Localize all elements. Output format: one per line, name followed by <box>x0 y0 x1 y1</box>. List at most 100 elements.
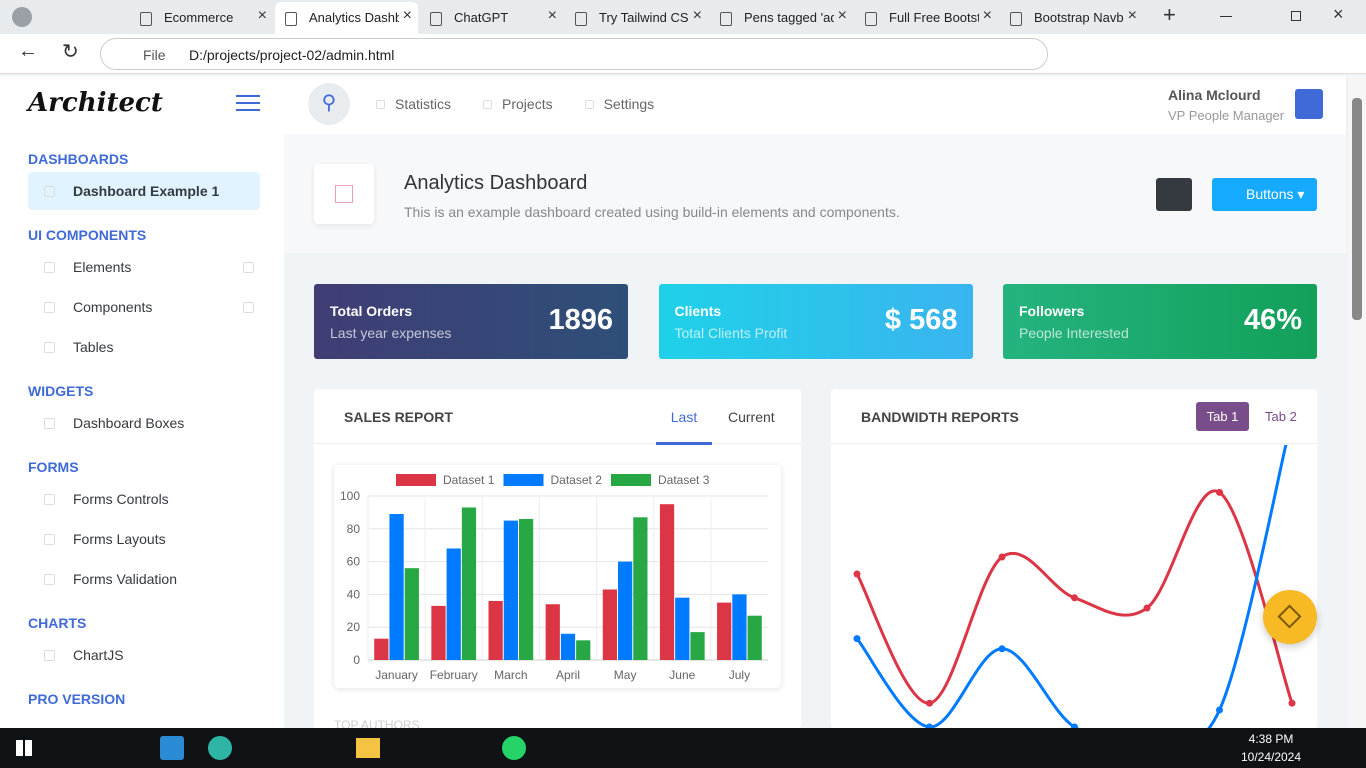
stat-title: Followers <box>1019 303 1085 319</box>
legend-swatch <box>611 474 651 486</box>
dark-button[interactable] <box>1156 178 1192 211</box>
point <box>1288 699 1296 707</box>
scrollbar <box>1348 76 1366 728</box>
menu-item[interactable]: Components <box>28 288 260 326</box>
menu-item[interactable]: Tables <box>28 328 260 366</box>
menu-item-active[interactable]: Dashboard Example 1 <box>28 172 260 210</box>
tab-close[interactable]: × <box>692 7 702 24</box>
menu-item[interactable]: Forms Validation <box>28 560 260 598</box>
legend-label: Dataset 2 <box>551 473 603 487</box>
card-title: SALES REPORT <box>344 409 453 425</box>
menu-toggle[interactable] <box>236 95 260 111</box>
x-tick-label: May <box>614 668 637 682</box>
start[interactable] <box>16 740 32 756</box>
menu-label: Forms Validation <box>73 571 178 587</box>
y-tick-label: 60 <box>347 555 361 569</box>
nav-label: Settings <box>603 96 655 112</box>
menu-item[interactable]: Dashboard Boxes <box>28 404 260 442</box>
point <box>1216 706 1223 714</box>
tab-close[interactable]: × <box>547 7 557 24</box>
x-tick-label: June <box>669 668 695 682</box>
subtitle: This is an example dashboard created usi… <box>404 204 900 220</box>
tab-close[interactable]: × <box>402 7 412 24</box>
tab-title: Bootstrap Navb <box>1034 10 1124 25</box>
tab-title: Ecommerce <box>164 10 234 25</box>
bar <box>461 507 477 660</box>
user-name: Alina Mclourd <box>1168 87 1261 103</box>
buttons-dropdown[interactable]: Buttons ▾ <box>1212 178 1317 211</box>
nav-item[interactable]: Statistics <box>376 96 451 112</box>
bar <box>602 589 618 660</box>
tab[interactable]: Try Tailwind CSS × <box>565 2 708 34</box>
legend-swatch <box>396 474 436 486</box>
tab[interactable]: Full Free Bootst × <box>855 2 998 34</box>
legend-label: Dataset 1 <box>443 473 495 487</box>
tab[interactable]: Pens tagged 'ad × <box>710 2 853 34</box>
point <box>853 570 861 578</box>
chart-box: 0 20 40 60 80 100 January February March April May… <box>334 465 781 688</box>
reload[interactable]: ↻ <box>62 41 79 63</box>
tab-active[interactable]: Last <box>656 409 712 445</box>
bar <box>675 597 690 660</box>
menu-icon <box>44 573 55 585</box>
legend-label: Dataset 3 <box>658 473 710 487</box>
url-box[interactable]: File D:/projects/project-02/admin.html <box>100 38 1048 70</box>
maximize[interactable] <box>1291 11 1301 21</box>
minimize[interactable] <box>1220 16 1232 17</box>
tab[interactable]: Ecommerce × <box>130 2 273 34</box>
whatsapp[interactable] <box>502 736 526 760</box>
tab[interactable]: Current <box>728 409 775 425</box>
search[interactable]: ⚲ <box>308 83 350 125</box>
menu-item[interactable]: ChartJS <box>28 636 260 674</box>
tab-title: ChatGPT <box>454 10 509 25</box>
close[interactable]: × <box>1333 4 1344 24</box>
nav-item[interactable]: Projects <box>483 96 553 112</box>
menu-label: Tables <box>73 339 114 355</box>
tab-active[interactable]: Tab 1 <box>1196 402 1249 431</box>
profile-icon[interactable] <box>12 7 32 27</box>
button-label: Buttons <box>1246 186 1294 202</box>
tab-close[interactable]: × <box>982 7 992 24</box>
stat-value: 1896 <box>548 304 613 336</box>
menu-item[interactable]: Forms Controls <box>28 480 260 518</box>
user-button[interactable] <box>1295 89 1323 119</box>
menu-label: ChartJS <box>73 647 124 663</box>
card-title: BANDWIDTH REPORTS <box>861 409 1019 425</box>
address-label: File <box>143 47 166 63</box>
menu-label: Forms Controls <box>73 491 169 507</box>
menu-label: Components <box>73 299 153 315</box>
card-header <box>831 389 1317 444</box>
address-bar: ← ↻ File D:/projects/project-02/admin.ht… <box>0 34 1366 74</box>
nav-item[interactable]: Settings <box>584 96 655 112</box>
tab[interactable]: Tab 2 <box>1265 409 1297 424</box>
menu-item[interactable]: Elements <box>28 248 260 286</box>
back[interactable]: ← <box>18 40 38 62</box>
bar <box>732 594 747 660</box>
point <box>1143 604 1151 612</box>
line-chart <box>853 445 1296 729</box>
vscode[interactable] <box>160 736 184 760</box>
tab-close[interactable]: × <box>837 7 847 24</box>
tab-close[interactable]: × <box>1127 7 1137 24</box>
explorer[interactable] <box>356 738 380 758</box>
new-tab[interactable]: + <box>1163 2 1176 27</box>
tab[interactable]: ChatGPT × <box>420 2 563 34</box>
menu-icon <box>44 261 55 273</box>
fab[interactable] <box>1263 590 1317 644</box>
tab[interactable]: Bootstrap Navb × <box>1000 2 1143 34</box>
bar <box>488 600 503 660</box>
x-tick-label: April <box>556 668 580 682</box>
tab-active[interactable]: Analytics Dashb × <box>275 2 418 34</box>
point <box>1216 488 1223 496</box>
expand-icon <box>243 261 254 273</box>
nav: Statistics Projects Settings <box>376 96 654 112</box>
menu-icon <box>44 417 55 429</box>
bandwidth-card: BANDWIDTH REPORTS Tab 1 Tab 2 <box>831 389 1317 729</box>
edge[interactable] <box>208 736 232 760</box>
y-tick-label: 20 <box>347 620 361 634</box>
menu-item[interactable]: Forms Layouts <box>28 520 260 558</box>
logo: Architect <box>28 88 163 118</box>
app-header: Architect ⚲ Statistics Projects Settings A… <box>0 76 1346 134</box>
tab-close[interactable]: × <box>257 7 267 24</box>
menu-label: Dashboard Boxes <box>73 415 185 431</box>
